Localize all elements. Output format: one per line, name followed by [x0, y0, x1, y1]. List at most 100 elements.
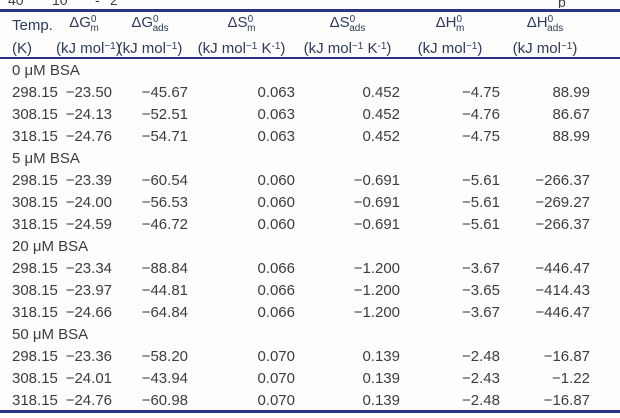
data-row: 298.15 −23.34 −88.84 0.066 −1.200 −3.67 −446.4… [0, 257, 590, 279]
unit-superscript: -1 [377, 41, 387, 52]
temperature-cell: 318.15 [12, 303, 58, 321]
col-header-dH-ads: ΔH0ads [500, 12, 590, 34]
temperature-cell: 318.15 [12, 215, 58, 233]
unit-superscript: −1 [560, 41, 573, 52]
clipped-text-fragment: - [95, 0, 100, 8]
unit-dS-m: (kJ mol−1 K-1) [188, 34, 295, 59]
value-cell: −4.75 [462, 83, 500, 101]
data-row: 298.15 −23.39 −60.54 0.060 −0.691 −5.61 −266.3… [0, 169, 590, 191]
header-superscript: 0 [547, 14, 554, 25]
data-row: 308.15 −24.00 −56.53 0.060 −0.691 −5.61 −269.2… [0, 191, 590, 213]
table-bottom-rule [0, 410, 620, 413]
value-cell: −16.87 [543, 347, 590, 365]
value-cell: −446.47 [535, 303, 590, 321]
section-label: 5 μM BSA [12, 149, 80, 167]
col-header-dH-m: ΔH0m [400, 12, 500, 34]
value-cell: −3.67 [462, 303, 500, 321]
value-cell: −23.36 [65, 347, 112, 365]
value-cell: −60.54 [141, 171, 188, 189]
unit-text: K [257, 40, 272, 57]
temperature-cell: 298.15 [12, 347, 58, 365]
value-cell: −43.94 [141, 369, 188, 387]
clipped-text-fragment: 10 [52, 0, 68, 8]
value-cell: 0.452 [362, 127, 400, 145]
header-subscript: m [247, 23, 256, 34]
value-cell: −24.76 [65, 127, 112, 145]
value-cell: −2.43 [462, 369, 500, 387]
data-row: 308.15 −24.13 −52.51 0.063 0.452 −4.76 86.67 [0, 103, 590, 125]
table-body: 0 μM BSA 298.15 −23.50 −45.67 0.063 0.452 −4.7… [0, 59, 590, 411]
header-symbol-row: Temp. ΔG0m ΔG0ads ΔS0m ΔS0ads ΔH0m [0, 12, 590, 34]
section-label: 20 μM BSA [12, 237, 89, 255]
unit-text: ) [115, 40, 121, 57]
value-cell: −88.84 [141, 259, 188, 277]
value-cell: −414.43 [535, 281, 590, 299]
clipped-text-fragment: 2 [110, 0, 118, 8]
unit-text: (kJ mol [417, 40, 466, 57]
header-subscript: ads [152, 23, 169, 34]
clipped-text-fragment: 40 [8, 0, 24, 8]
table-header: Temp. ΔG0m ΔG0ads ΔS0m ΔS0ads ΔH0m [0, 12, 590, 59]
value-cell: −0.691 [353, 171, 400, 189]
header-subscript: m [456, 23, 465, 34]
value-cell: 88.99 [552, 83, 590, 101]
unit-dS-ads: (kJ mol−1 K-1) [295, 34, 400, 59]
temperature-cell: 298.15 [12, 259, 58, 277]
value-cell: 86.67 [552, 105, 590, 123]
header-superscript: 0 [247, 14, 254, 25]
data-row: 318.15 −24.76 −54.71 0.063 0.452 −4.75 88.99 [0, 125, 590, 147]
value-cell: 0.139 [362, 369, 400, 387]
header-symbol: ΔS [329, 14, 350, 31]
temperature-cell: 298.15 [12, 171, 58, 189]
data-row: 298.15 −23.50 −45.67 0.063 0.452 −4.75 88.99 [0, 81, 590, 103]
unit-text: ) [386, 40, 392, 57]
value-cell: −3.67 [462, 259, 500, 277]
col-header-dS-m: ΔS0m [188, 12, 295, 34]
unit-text: (kJ mol [197, 40, 246, 57]
value-cell: −1.200 [353, 303, 400, 321]
col-header-dG-m: ΔG0m [56, 12, 112, 34]
unit-temp: (K) [0, 34, 56, 59]
unit-superscript: −1 [465, 41, 478, 52]
value-cell: −24.13 [65, 105, 112, 123]
value-cell: −5.61 [462, 171, 500, 189]
temperature-cell: 308.15 [12, 193, 58, 211]
header-symbol: ΔS [227, 14, 248, 31]
unit-text: (kJ mol [512, 40, 561, 57]
unit-text: (kJ mol [117, 40, 166, 57]
header-symbol: ΔG [131, 14, 153, 31]
value-cell: 0.060 [257, 215, 295, 233]
value-cell: −24.01 [65, 369, 112, 387]
value-cell: −45.67 [141, 83, 188, 101]
data-row: 318.15 −24.66 −64.84 0.066 −1.200 −3.67 −446.4… [0, 301, 590, 323]
value-cell: −3.65 [462, 281, 500, 299]
section-label: 0 μM BSA [12, 61, 80, 79]
value-cell: −24.00 [65, 193, 112, 211]
value-cell: −1.22 [552, 369, 590, 387]
section-label-row: 5 μM BSA [0, 147, 590, 169]
value-cell: −0.691 [353, 193, 400, 211]
unit-text: ) [477, 40, 483, 57]
value-cell: 0.070 [257, 369, 295, 387]
data-row: 308.15 −23.97 −44.81 0.066 −1.200 −3.65 −414.4… [0, 279, 590, 301]
section-label-row: 0 μM BSA [0, 59, 590, 81]
value-cell: −5.61 [462, 215, 500, 233]
value-cell: −266.37 [535, 215, 590, 233]
value-cell: −5.61 [462, 193, 500, 211]
header-superscript: 0 [153, 14, 159, 25]
section-label-row: 50 μM BSA [0, 323, 590, 345]
temperature-cell: 308.15 [12, 369, 58, 387]
value-cell: −2.48 [462, 391, 500, 409]
unit-text: ) [280, 40, 286, 57]
value-cell: −4.76 [462, 105, 500, 123]
section-label-row: 20 μM BSA [0, 235, 590, 257]
value-cell: −23.97 [65, 281, 112, 299]
temperature-cell: 308.15 [12, 281, 58, 299]
value-cell: −56.53 [141, 193, 188, 211]
value-cell: −1.200 [353, 281, 400, 299]
value-cell: −4.75 [462, 127, 500, 145]
temperature-cell: 298.15 [12, 83, 58, 101]
header-subscript: ads [349, 23, 366, 34]
table-top-rule [0, 9, 620, 12]
